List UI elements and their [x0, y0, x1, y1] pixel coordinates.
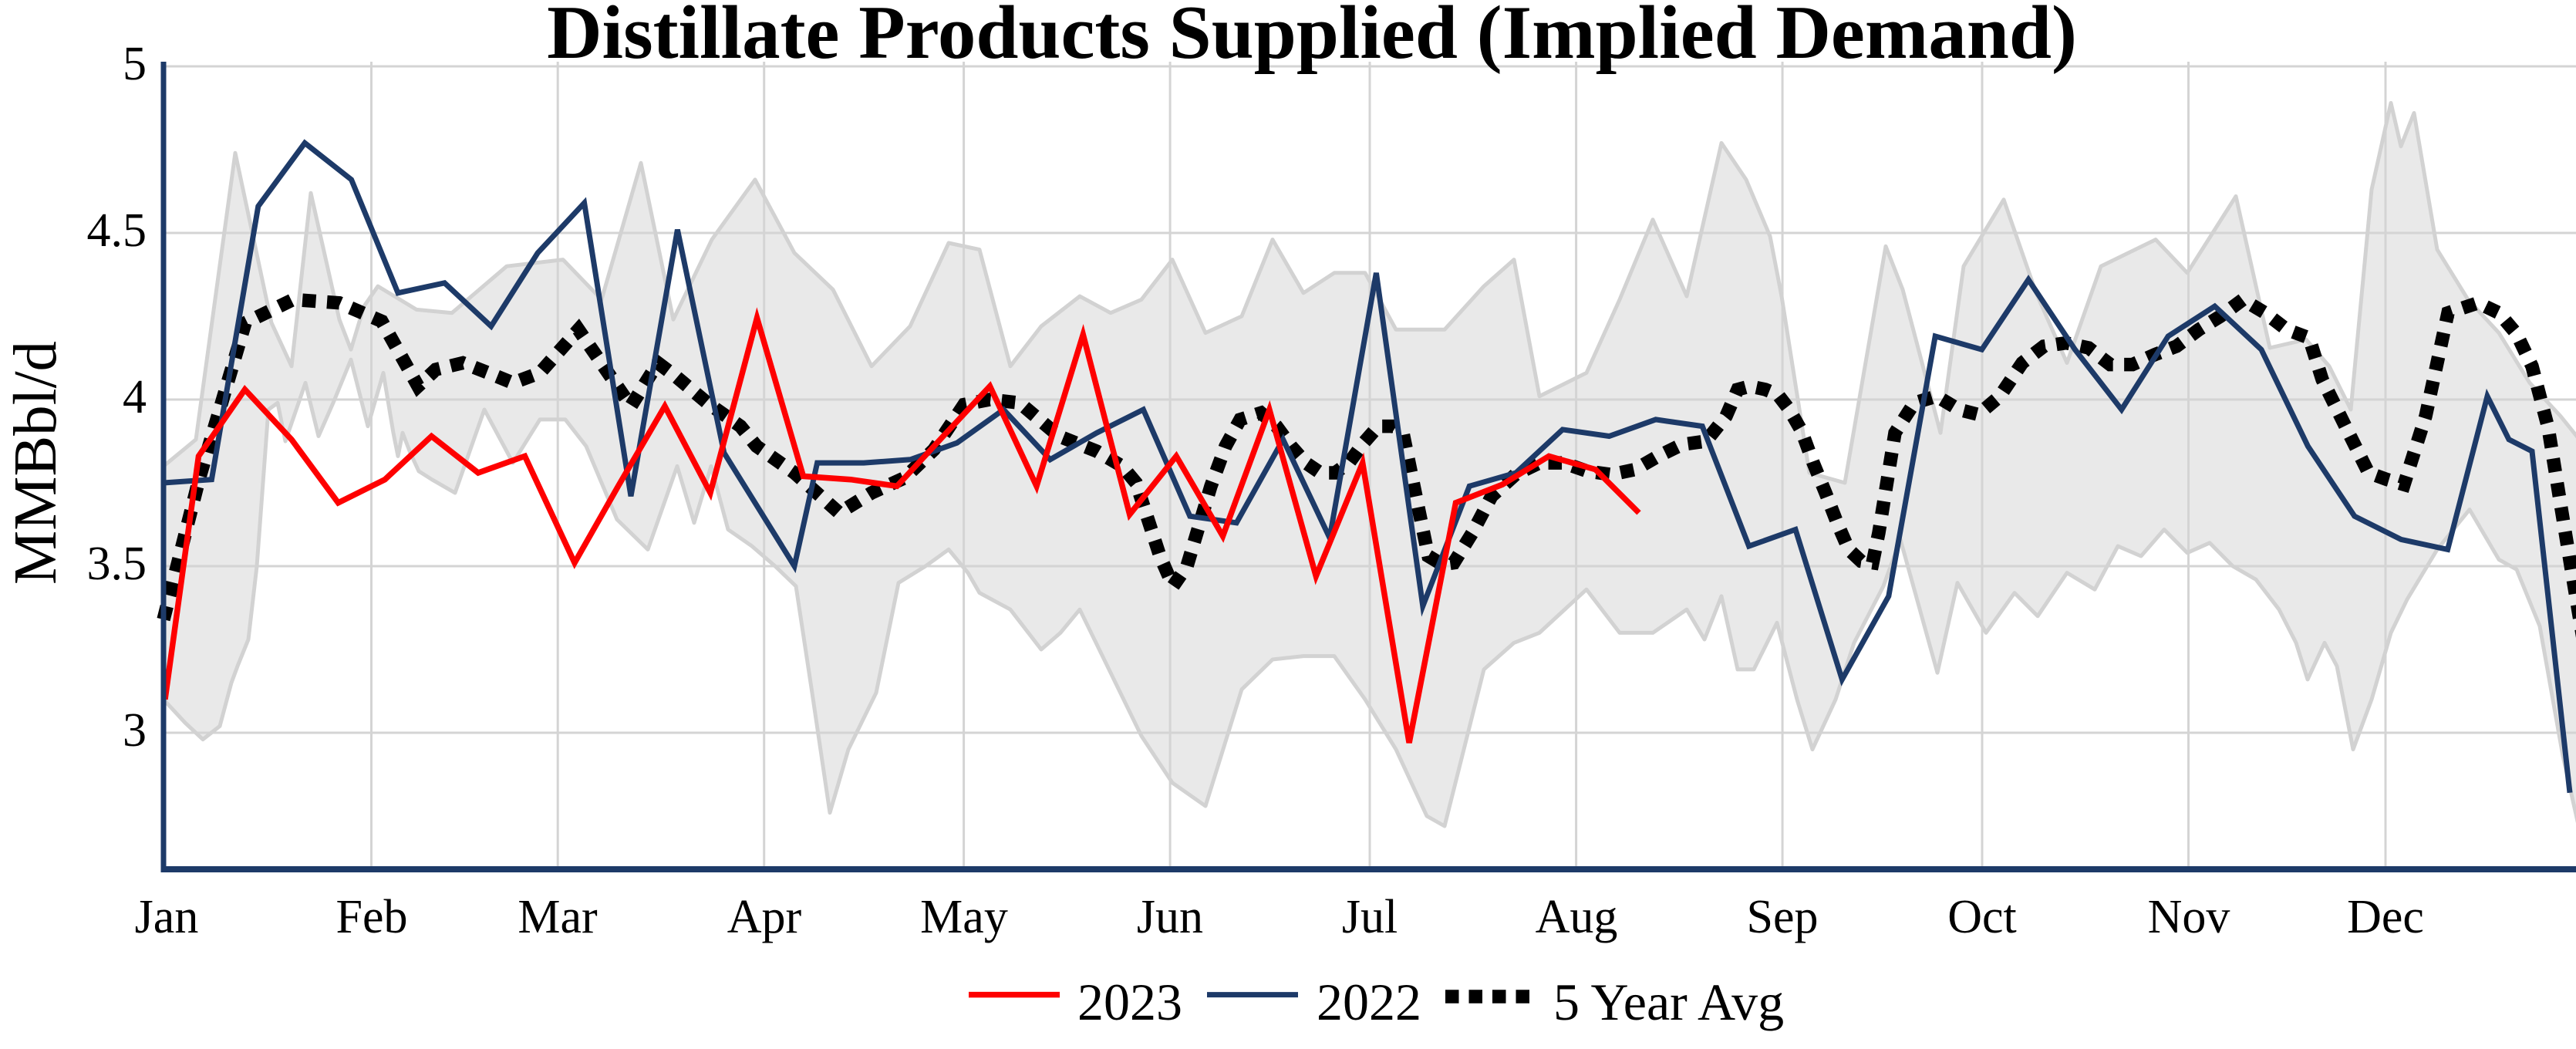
- svg-text:4: 4: [123, 371, 147, 423]
- svg-text:2022: 2022: [1317, 973, 1421, 1031]
- svg-text:MMBbl/d: MMBbl/d: [2, 341, 69, 585]
- svg-text:2023: 2023: [1077, 973, 1182, 1031]
- svg-text:Jul: Jul: [1342, 891, 1398, 943]
- svg-text:Aug: Aug: [1536, 891, 1618, 943]
- svg-text:Mar: Mar: [518, 891, 598, 943]
- svg-text:Jun: Jun: [1137, 891, 1203, 943]
- svg-text:Apr: Apr: [727, 891, 802, 943]
- svg-text:5 Year Avg: 5 Year Avg: [1553, 973, 1784, 1031]
- svg-text:5: 5: [123, 38, 147, 90]
- svg-text:3.5: 3.5: [87, 538, 147, 590]
- svg-text:Dec: Dec: [2347, 891, 2424, 943]
- svg-text:May: May: [920, 891, 1008, 943]
- svg-text:3: 3: [123, 704, 147, 757]
- svg-text:Jan: Jan: [135, 891, 199, 943]
- svg-text:Oct: Oct: [1947, 891, 2017, 943]
- svg-text:Distillate Products Supplied (: Distillate Products Supplied (Implied De…: [547, 0, 2077, 75]
- svg-text:4.5: 4.5: [87, 204, 147, 257]
- svg-text:Sep: Sep: [1747, 891, 1819, 943]
- svg-text:Feb: Feb: [336, 891, 408, 943]
- svg-text:Nov: Nov: [2148, 891, 2230, 943]
